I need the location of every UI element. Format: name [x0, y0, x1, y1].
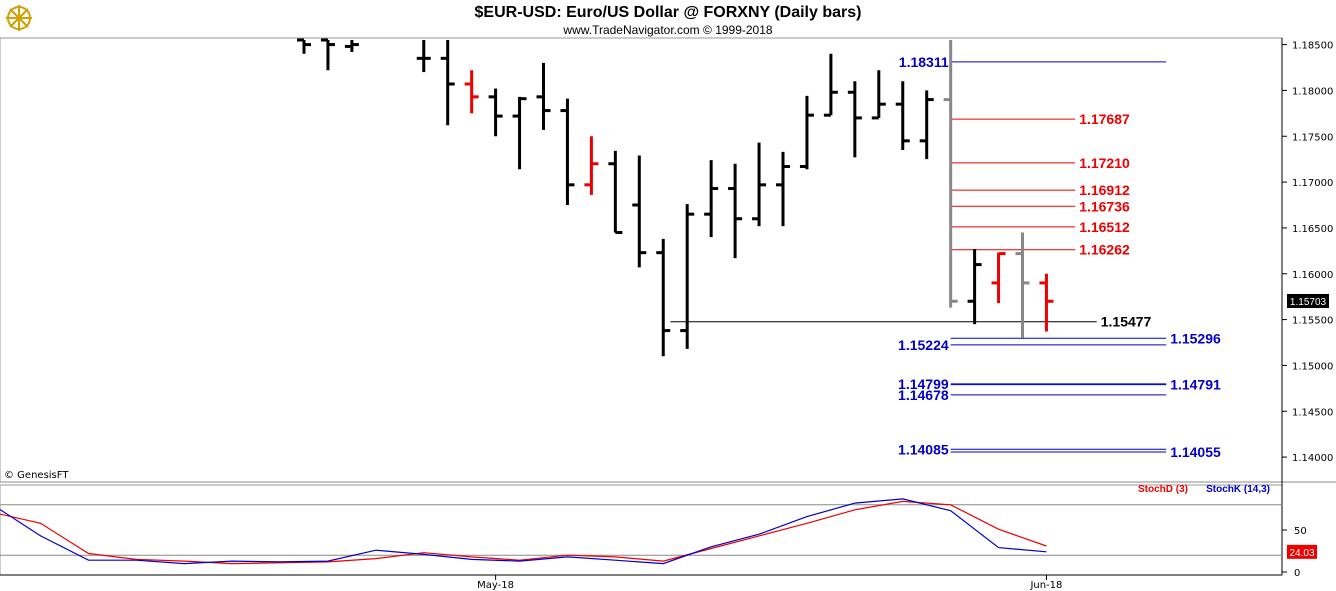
- ohlc-bar: [608, 150, 623, 234]
- stoch-tick-label: 0: [1294, 568, 1300, 579]
- watermark: © GenesisFT: [4, 470, 69, 481]
- ohlc-bar: [1015, 232, 1030, 338]
- ohlc-bar: [823, 53, 838, 117]
- stoch-tick-label: 50: [1294, 526, 1307, 537]
- ohlc-bar: [512, 96, 527, 170]
- ohlc-bar: [560, 98, 575, 205]
- ohlc-bar: [776, 151, 790, 227]
- ohlc-bar: [847, 81, 862, 158]
- price-tick-label: 1.17500: [1292, 132, 1333, 143]
- ohlc-bar: [488, 88, 503, 137]
- logo: [6, 5, 32, 31]
- level-label: 1.16262: [1079, 242, 1130, 258]
- ohlc-bar: [991, 252, 1006, 304]
- date-tick-label: May-18: [477, 580, 514, 591]
- price-panel[interactable]: [0, 37, 1283, 483]
- price-tick-label: 1.15500: [1292, 316, 1333, 327]
- ohlc-bar: [416, 40, 431, 73]
- ohlc-bar: [320, 38, 335, 71]
- price-tick-label: 1.17000: [1292, 178, 1333, 189]
- ohlc-bar: [344, 40, 359, 52]
- chart-subtitle: www.TradeNavigator.com © 1999-2018: [562, 23, 772, 37]
- price-axis: 1.18500 1.18000 1.17500 1.17000 1.16500 1.160…: [1282, 41, 1333, 464]
- ohlc-bar: [536, 62, 551, 130]
- level-label: 1.15296: [1170, 330, 1221, 346]
- ohlc-bar: [943, 40, 958, 308]
- level-label: 1.14799: [898, 376, 949, 392]
- price-tick-label: 1.15000: [1292, 361, 1333, 372]
- price-tick-label: 1.18000: [1292, 86, 1333, 97]
- stoch-value-label: 24.03: [1289, 548, 1314, 559]
- price-tick-label: 1.16500: [1292, 224, 1333, 235]
- ohlc-bar: [799, 95, 814, 170]
- ohlc-bar: [656, 238, 671, 357]
- last-price-badge: 1.15703: [1287, 293, 1329, 308]
- stochastic-panel[interactable]: [0, 484, 1283, 576]
- ohlc-bar: [967, 249, 982, 325]
- stoch-value-badge: 24.03: [1287, 544, 1317, 559]
- ohlc-bar: [704, 160, 719, 238]
- level-label: 1.14085: [898, 441, 949, 457]
- ohlc-bar: [680, 204, 695, 349]
- level-label: 1.15477: [1101, 314, 1152, 330]
- price-tick-label: 1.14000: [1292, 453, 1333, 464]
- level-label: 1.16512: [1079, 219, 1130, 235]
- ohlc-bar: [752, 142, 767, 227]
- chart-title: $EUR-USD: Euro/US Dollar @ FORXNY (Daily…: [475, 4, 862, 21]
- level-label: 1.14678: [898, 387, 949, 403]
- level-label: 1.18311: [899, 54, 949, 70]
- ohlc-bar: [584, 136, 599, 195]
- price-bars: [297, 38, 1054, 357]
- level-label: 1.14055: [1170, 444, 1221, 460]
- ohlc-bar: [728, 163, 743, 259]
- level-label: 1.16736: [1079, 198, 1130, 214]
- ohlc-bar: [297, 38, 311, 54]
- price-tick-label: 1.18500: [1292, 41, 1333, 52]
- ohlc-bar: [919, 90, 934, 160]
- price-tick-label: 1.14500: [1292, 407, 1333, 418]
- ohlc-bar: [440, 40, 455, 126]
- stochd-legend: StochD (3): [1138, 484, 1188, 495]
- stoch-series-line: [0, 500, 1047, 565]
- date-tick-label: Jun-18: [1029, 580, 1062, 591]
- level-label: 1.17687: [1079, 111, 1130, 127]
- level-label: 1.17210: [1079, 155, 1130, 171]
- stoch-series-line: [0, 498, 1047, 565]
- ship-wheel-logo-icon: [6, 5, 32, 31]
- ohlc-bar: [464, 70, 479, 114]
- last-price-label: 1.15703: [1290, 297, 1327, 308]
- ohlc-bar: [632, 155, 647, 268]
- ohlc-bar: [871, 70, 886, 120]
- ohlc-bar: [895, 81, 910, 150]
- ohlc-bar: [1039, 273, 1054, 332]
- level-label: 1.14791: [1170, 377, 1221, 393]
- stochk-legend: StochK (14,3): [1206, 484, 1270, 495]
- level-label: 1.16912: [1079, 182, 1130, 198]
- price-tick-label: 1.16000: [1292, 270, 1333, 281]
- stochastic-lines: 50 0: [0, 498, 1307, 579]
- level-label: 1.15224: [898, 337, 949, 353]
